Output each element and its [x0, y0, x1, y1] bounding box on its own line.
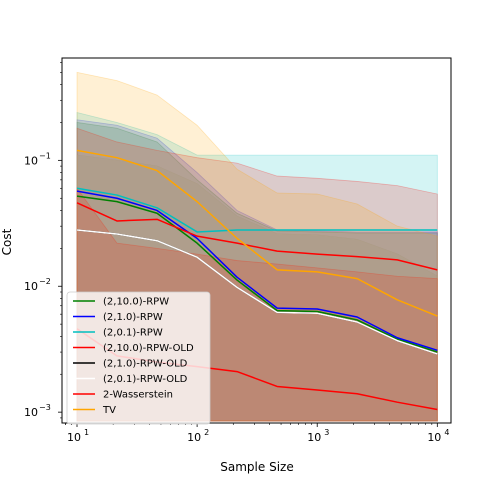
y-tick-label: 10 — [24, 406, 38, 419]
x-tick-exponent: 2 — [204, 428, 209, 437]
y-tick-exponent: −3 — [39, 403, 51, 412]
series-line-2-1-0-rpw — [76, 190, 438, 352]
legend-label-2-0-1-rpw-old: (2,0.1)-RPW-OLD — [103, 374, 188, 385]
x-axis: 10 1 10 2 10 3 10 4 — [65, 423, 449, 444]
y-axis: 10−310−210−1 — [24, 62, 62, 419]
series-line-2-10-0-rpw — [76, 195, 438, 353]
y-axis-label: Cost — [0, 228, 14, 255]
legend-label-2-1-0-rpw-old: (2,1.0)-RPW-OLD — [103, 359, 188, 370]
y-tick-exponent: −1 — [39, 151, 51, 160]
legend-label-2-0-1-rpw: (2,0.1)-RPW — [103, 328, 163, 339]
legend: (2,10.0)-RPW (2,1.0)-RPW (2,0.1)-RPW (2,10.… — [66, 291, 211, 425]
x-tick-label: 10 — [427, 431, 441, 444]
series-line-2-0-1-rpw — [76, 187, 438, 233]
series-line-tv — [76, 149, 438, 317]
x-tick-exponent: 1 — [84, 428, 89, 437]
legend-label-2-10-0-rpw-old: (2,10.0)-RPW-OLD — [103, 343, 194, 354]
legend-label-2-10-0-rpw: (2,10.0)-RPW — [103, 297, 169, 308]
y-tick-exponent: −2 — [39, 277, 51, 286]
legend-label-2-wasserstein: 2-Wasserstein — [103, 390, 173, 401]
x-tick-exponent: 4 — [444, 428, 449, 437]
x-axis-label: Sample Size — [220, 460, 293, 474]
x-tick-label: 10 — [307, 431, 321, 444]
legend-box — [66, 291, 211, 425]
legend-label-tv: TV — [102, 405, 116, 416]
series-line-2-0-1-rpw-old — [76, 229, 438, 355]
legend-label-2-1-0-rpw: (2,1.0)-RPW — [103, 312, 163, 323]
y-tick-label: 10 — [24, 280, 38, 293]
plot-frame — [61, 57, 452, 424]
series-line-2-10-0-rpw-old — [76, 202, 438, 271]
x-tick-label: 10 — [67, 431, 81, 444]
x-tick-label: 10 — [187, 431, 201, 444]
y-tick-label: 10 — [24, 154, 38, 167]
series-lines — [76, 149, 438, 411]
x-tick-exponent: 3 — [324, 428, 329, 437]
